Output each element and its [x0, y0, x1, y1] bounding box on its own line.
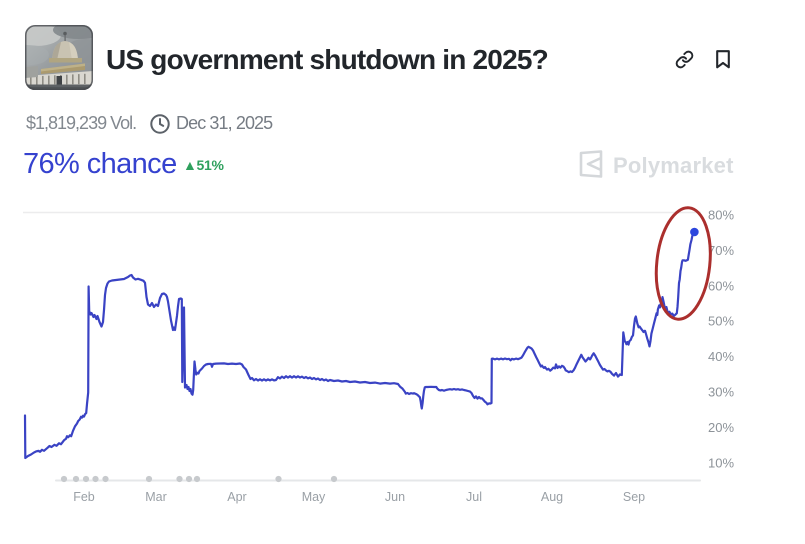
svg-text:30%: 30%: [708, 385, 734, 400]
svg-text:70%: 70%: [708, 243, 734, 258]
svg-text:80%: 80%: [708, 208, 734, 223]
svg-text:Aug: Aug: [541, 490, 563, 504]
svg-text:Feb: Feb: [73, 490, 95, 504]
svg-text:10%: 10%: [708, 455, 734, 470]
svg-text:Mar: Mar: [145, 490, 167, 504]
svg-text:50%: 50%: [708, 314, 734, 329]
svg-text:Jul: Jul: [466, 490, 482, 504]
svg-text:Jun: Jun: [385, 490, 405, 504]
svg-text:Apr: Apr: [227, 490, 246, 504]
svg-text:60%: 60%: [708, 278, 734, 293]
svg-text:40%: 40%: [708, 349, 734, 364]
svg-text:May: May: [302, 490, 326, 504]
svg-text:Sep: Sep: [623, 490, 645, 504]
svg-text:20%: 20%: [708, 420, 734, 435]
